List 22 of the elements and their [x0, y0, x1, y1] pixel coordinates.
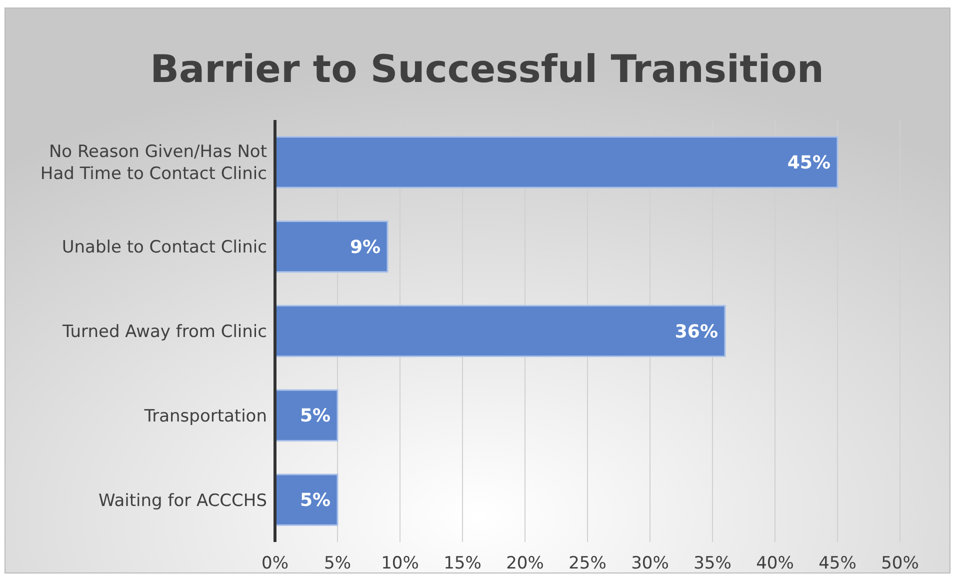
- y-tick-label: Waiting for ACCCHS: [98, 490, 267, 511]
- data-label: 36%: [674, 321, 718, 342]
- data-label: 9%: [350, 236, 380, 258]
- y-tick-label: Transportation: [143, 406, 267, 426]
- x-tick-label: 35%: [694, 553, 732, 574]
- chart-title: Barrier to Successful Transition: [150, 47, 824, 91]
- data-label: 45%: [787, 152, 830, 174]
- x-tick-label: 40%: [756, 553, 794, 574]
- x-tick-label: 30%: [631, 553, 669, 574]
- x-tick-label: 45%: [818, 553, 856, 574]
- y-tick-label: Unable to Contact Clinic: [62, 238, 267, 258]
- x-tick-label: 0%: [262, 553, 288, 574]
- y-tick-label: No Reason Given/Has Not Had Time to Contact Clinic: [40, 142, 268, 184]
- x-tick-label: 25%: [568, 553, 606, 574]
- data-label: 5%: [300, 490, 330, 512]
- x-tick-label: 20%: [506, 553, 544, 574]
- data-label: 5%: [300, 406, 330, 427]
- x-tick-label: 15%: [444, 553, 482, 574]
- x-tick-label: 50%: [881, 553, 919, 574]
- x-tick-label: 5%: [324, 553, 351, 574]
- y-tick-label: Turned Away from Clinic: [61, 322, 267, 342]
- x-tick-label: 10%: [381, 553, 419, 574]
